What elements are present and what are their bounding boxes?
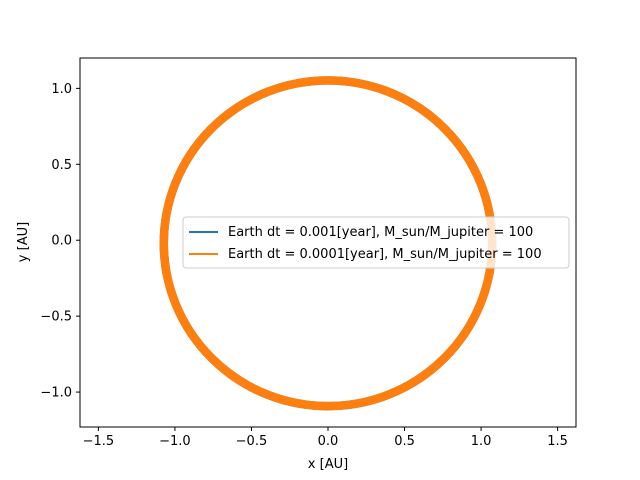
x-tick-label: −0.5 [236, 434, 268, 449]
y-tick-label: −1.0 [40, 386, 72, 401]
y-axis-label: y [AU] [16, 222, 31, 262]
x-tick-label: −1.0 [159, 434, 191, 449]
x-tick-label: 0.0 [318, 434, 339, 449]
x-tick-label: −1.5 [83, 434, 115, 449]
x-tick-layer: −1.5 −1.0 −0.5 0.0 0.5 1.0 1.5 [83, 427, 568, 449]
x-tick-label: 0.5 [394, 434, 415, 449]
x-tick-label: 1.5 [547, 434, 568, 449]
y-tick-label: 0.5 [51, 158, 72, 173]
y-tick-layer: −1.0 −0.5 0.0 0.5 1.0 [40, 82, 80, 401]
legend-label-series-2: Earth dt = 0.0001[year], M_sun/M_jupiter… [228, 247, 542, 262]
y-tick-label: 0.0 [51, 234, 72, 249]
legend-label-series-1: Earth dt = 0.001[year], M_sun/M_jupiter … [228, 225, 533, 240]
legend-box [182, 216, 570, 269]
x-axis-label: x [AU] [308, 457, 348, 472]
y-tick-label: −0.5 [40, 310, 72, 325]
y-tick-label: 1.0 [51, 82, 72, 97]
legend: Earth dt = 0.001[year], M_sun/M_jupiter … [182, 216, 570, 269]
x-tick-label: 1.0 [471, 434, 492, 449]
